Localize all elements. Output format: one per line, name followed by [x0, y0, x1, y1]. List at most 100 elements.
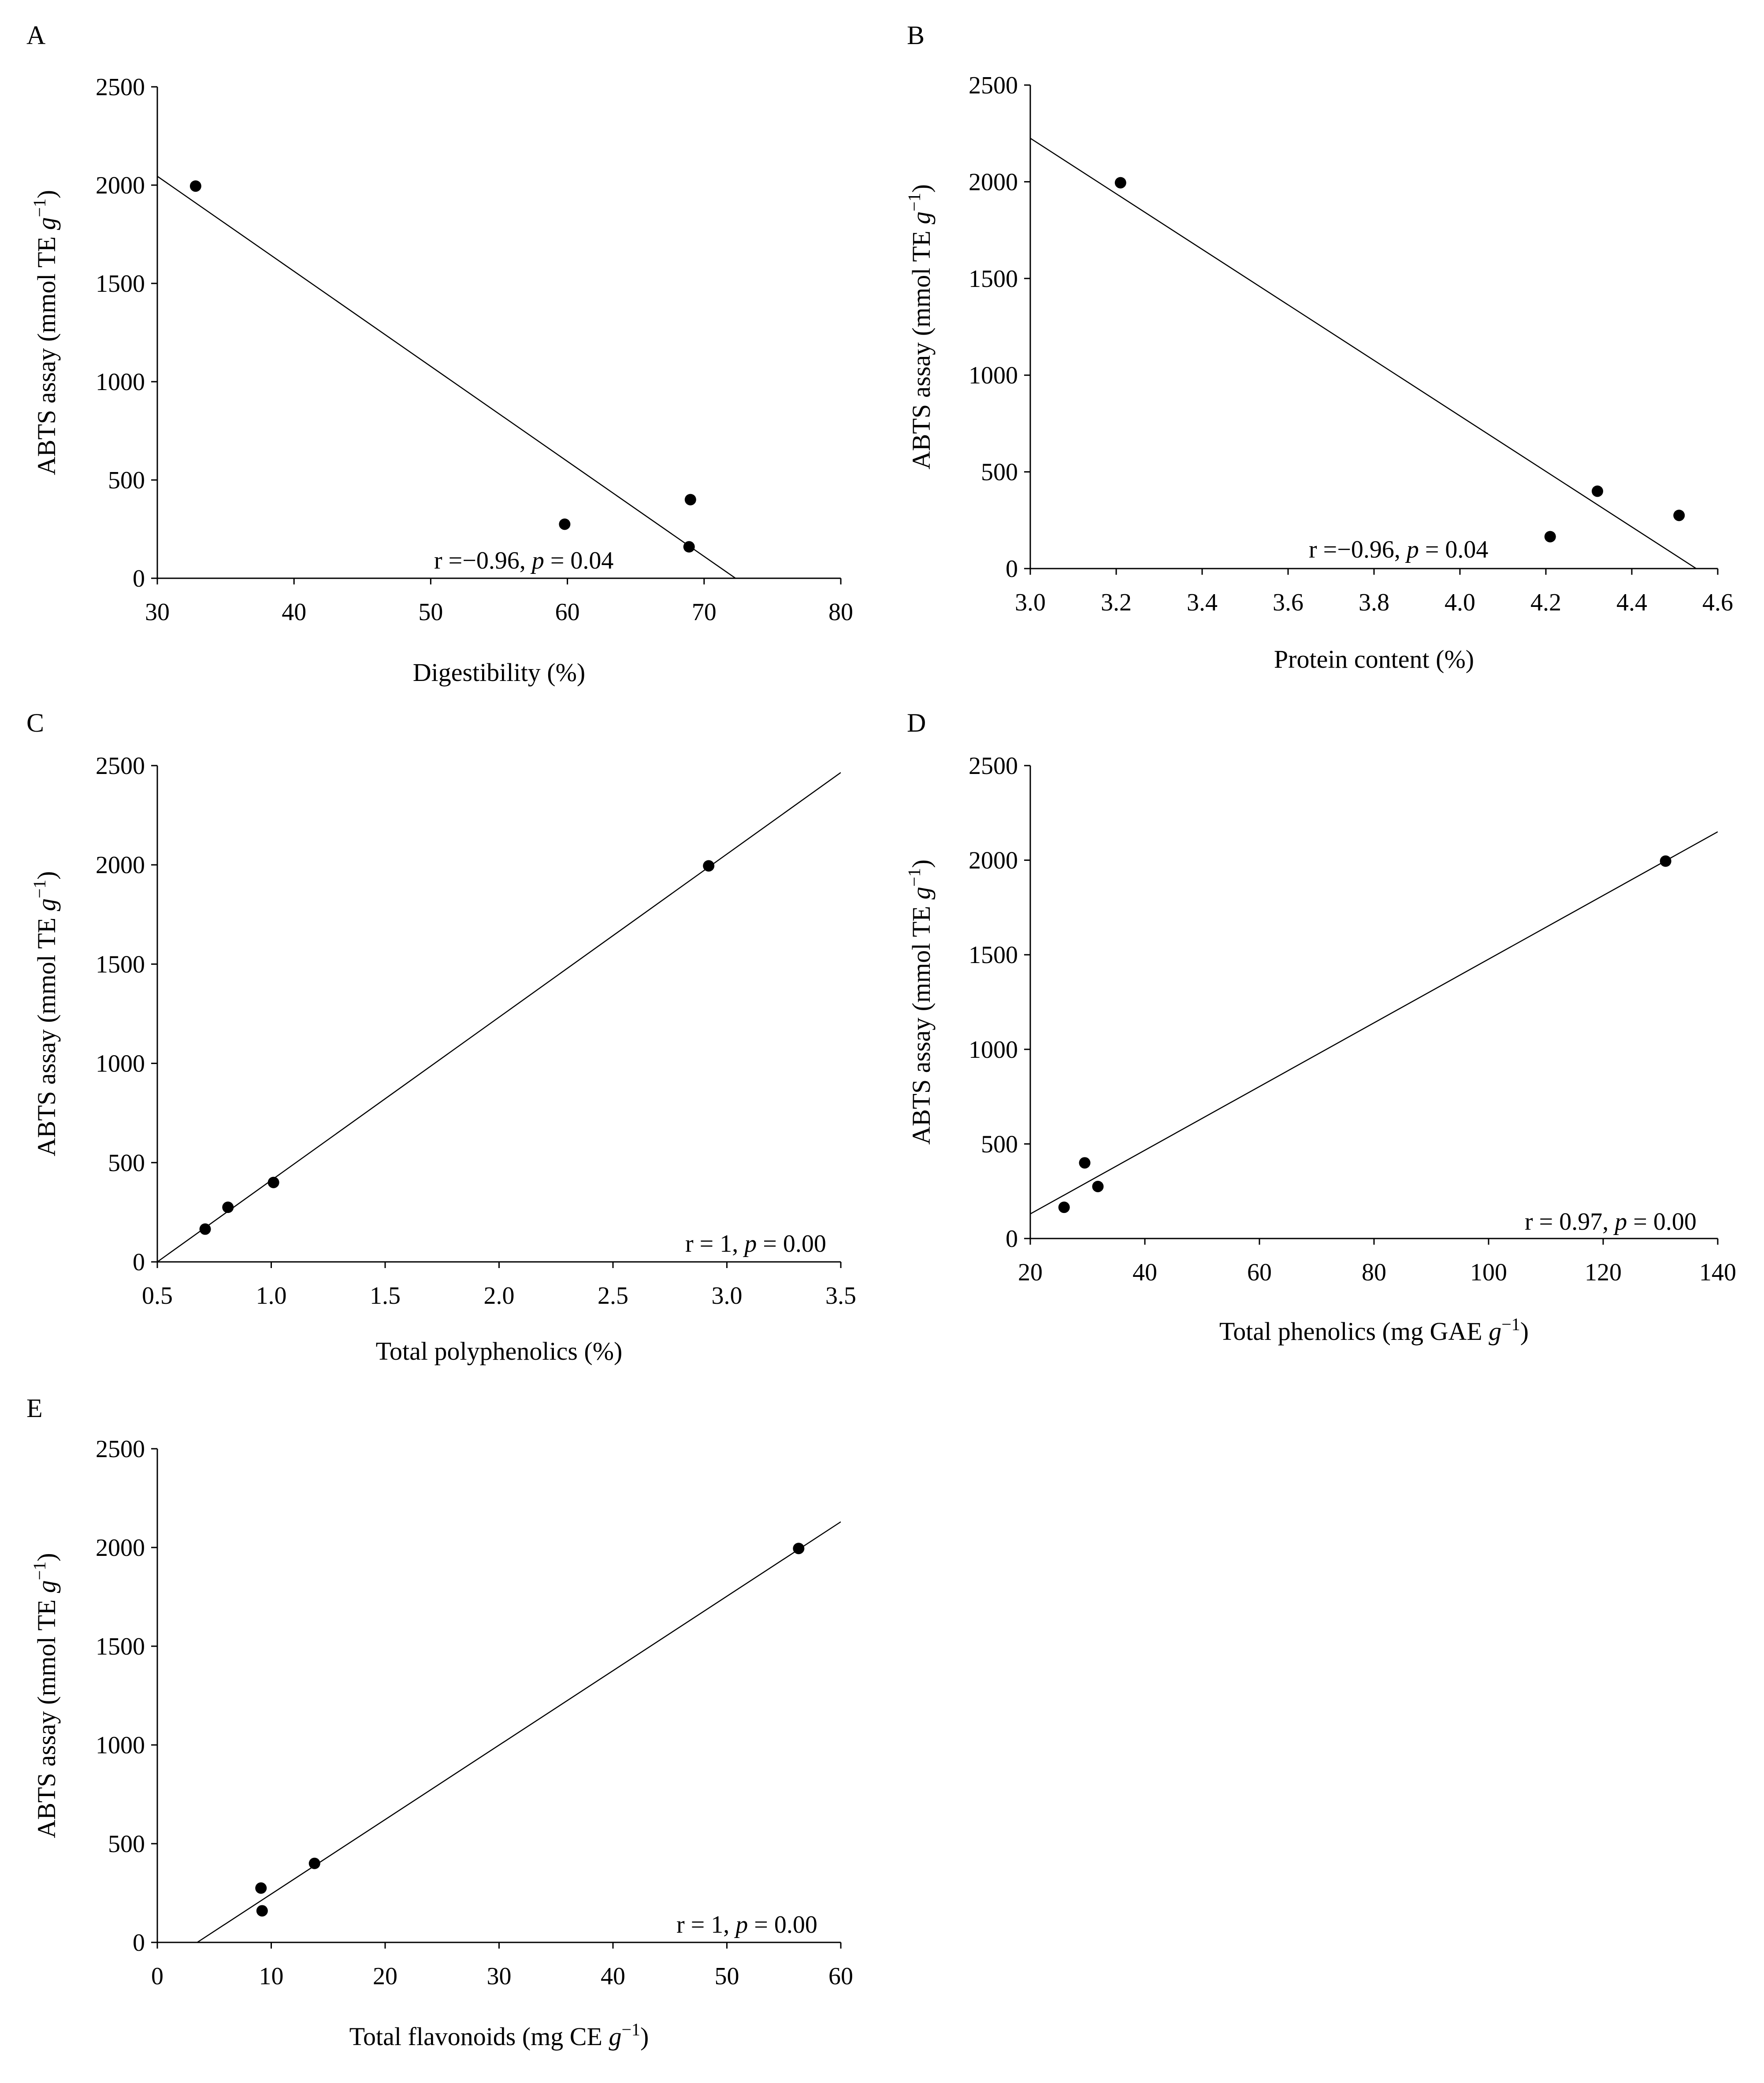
y-axis-title-close: ): [32, 1553, 61, 1561]
x-tick-label: 0: [151, 1963, 163, 1990]
y-axis-title-text: ABTS assay (mmol TE: [907, 224, 936, 469]
y-tick-label: 0: [1006, 555, 1018, 583]
x-tick-label: 3.4: [1187, 589, 1218, 616]
y-tick-label: 1500: [96, 270, 145, 298]
x-axis-title: Digestibility (%): [413, 658, 585, 687]
x-tick-label: 60: [828, 1963, 853, 1990]
trendline: [1030, 138, 1697, 569]
data-point-3: [267, 1176, 279, 1188]
data-point-3: [1592, 485, 1603, 497]
data-point-2: [256, 1905, 268, 1917]
x-axis-title-close: ): [640, 2022, 649, 2051]
x-tick-label: 140: [1699, 1259, 1736, 1286]
x-tick-label: 3.0: [1015, 589, 1046, 616]
y-axis-title-superscript: −1: [30, 1562, 49, 1581]
y-tick-label: 2000: [96, 172, 145, 199]
y-tick-label: 1500: [969, 941, 1018, 969]
x-tick-label: 10: [259, 1963, 284, 1990]
y-axis-title-superscript: −1: [30, 880, 49, 899]
x-tick-label: 4.2: [1530, 589, 1561, 616]
x-tick-label: 80: [828, 599, 853, 626]
correlation-annotation: r = 0.97, p = 0.00: [1525, 1208, 1697, 1235]
panel-a: A 0 500 1000 1500 2000 2500 30 40 50 60 70 80 Digesti…: [26, 21, 853, 687]
x-tick-label: 100: [1470, 1259, 1507, 1286]
correlation-annotation: r =−0.96, p = 0.04: [434, 547, 613, 574]
panel-e: E 0 500 1000 1500 2000 2500 0 10 20 30 40 50 60 Total …: [26, 1394, 853, 2051]
data-point-4: [683, 541, 695, 553]
x-axis-title: Protein content (%): [1274, 645, 1474, 673]
y-tick-label: 500: [108, 1149, 145, 1177]
panel-letter: B: [907, 21, 925, 50]
x-tick-label: 30: [487, 1963, 512, 1990]
annotation-r: r = 1,: [676, 1911, 735, 1938]
annotation-p-value: = 0.00: [1627, 1208, 1697, 1235]
x-tick-label: 20: [373, 1963, 397, 1990]
data-point-4: [1660, 855, 1671, 867]
x-tick-label: 1.5: [370, 1282, 401, 1309]
y-tick-label: 1000: [969, 1036, 1018, 1064]
trendline: [197, 1521, 841, 1942]
x-axis-title-superscript: −1: [1501, 1314, 1520, 1334]
y-axis-title-text: ABTS assay (mmol TE: [32, 1593, 61, 1838]
x-axis-title: Total polyphenolics (%): [376, 1337, 623, 1365]
x-axis-title-superscript: −1: [621, 2020, 640, 2039]
x-axis-title-close: ): [1520, 1317, 1529, 1346]
y-tick-label: 2000: [969, 847, 1018, 874]
y-axis-title-close: ): [907, 184, 936, 193]
y-tick-label: 1000: [96, 1050, 145, 1078]
y-axis-title: ABTS assay (mmol TE g−1): [904, 184, 936, 469]
panel-letter: E: [26, 1394, 43, 1423]
x-tick-label: 40: [601, 1963, 625, 1990]
trendline: [157, 772, 841, 1262]
y-tick-label: 1500: [96, 951, 145, 978]
y-tick-label: 500: [981, 1131, 1018, 1158]
annotation-p-value: = 0.04: [544, 547, 614, 574]
y-axis-title: ABTS assay (mmol TE g−1): [30, 1553, 61, 1838]
y-tick-label: 2500: [969, 72, 1018, 99]
y-axis-title: ABTS assay (mmol TE g−1): [30, 871, 61, 1156]
panel-c: C 0 500 1000 1500 2000 2500 0.5 1.0 1.5 2.0 2.5 3.0 3…: [26, 708, 856, 1365]
y-tick-label: 0: [1006, 1225, 1018, 1253]
x-tick-label: 4.0: [1445, 589, 1475, 616]
panel-letter: A: [26, 21, 45, 50]
x-tick-label: 50: [418, 599, 443, 626]
x-axis-title-text: Total flavonoids (mg CE: [349, 2022, 609, 2051]
panel-d: D 0 500 1000 1500 2000 2500 20 40 60 80 100 120 140 To…: [904, 708, 1737, 1346]
panel-letter: D: [907, 708, 926, 737]
correlation-annotation: r =−0.96, p = 0.04: [1309, 536, 1488, 563]
annotation-p: p: [1613, 1208, 1627, 1235]
y-tick-label: 0: [133, 565, 145, 592]
y-axis-title-unit: g: [32, 898, 61, 911]
x-tick-label: 40: [282, 599, 306, 626]
annotation-p-value: = 0.00: [757, 1230, 826, 1257]
x-tick-label: 1.0: [256, 1282, 287, 1309]
data-point-2: [559, 518, 571, 530]
y-tick-label: 2500: [96, 1436, 145, 1463]
x-tick-label: 50: [715, 1963, 739, 1990]
trendline: [157, 175, 736, 578]
y-axis-title-close: ): [32, 871, 61, 879]
data-point-4: [1673, 510, 1685, 521]
data-point-2: [1544, 531, 1556, 543]
data-point-1: [255, 1882, 267, 1894]
data-point-2: [1079, 1157, 1091, 1169]
x-tick-label: 3.5: [825, 1282, 856, 1309]
y-axis-title-close: ): [32, 190, 61, 198]
x-tick-label: 4.6: [1702, 589, 1733, 616]
y-axis-title-unit: g: [907, 212, 936, 224]
y-tick-label: 1500: [969, 265, 1018, 293]
annotation-p-value: = 0.00: [748, 1911, 817, 1938]
x-axis-title-unit: g: [1489, 1317, 1501, 1346]
x-axis-title: Total phenolics (mg GAE g−1): [1219, 1314, 1529, 1346]
y-tick-label: 1000: [96, 1732, 145, 1759]
y-axis-title-unit: g: [32, 217, 61, 230]
y-tick-label: 0: [133, 1249, 145, 1276]
annotation-r: r = 0.97,: [1525, 1208, 1615, 1235]
y-tick-label: 2000: [96, 852, 145, 879]
x-tick-label: 70: [692, 599, 717, 626]
panel-letter: C: [26, 708, 44, 737]
x-tick-label: 3.6: [1273, 589, 1304, 616]
y-tick-label: 500: [108, 467, 145, 494]
x-tick-label: 3.0: [712, 1282, 743, 1309]
